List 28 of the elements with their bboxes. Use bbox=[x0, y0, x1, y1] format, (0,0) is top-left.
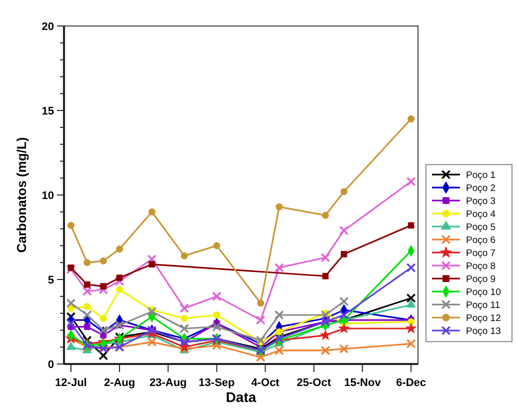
x-tick-label: 13-Sep bbox=[198, 377, 236, 389]
legend-label: Poço 7 bbox=[466, 248, 496, 260]
x-tick-label: 25-Oct bbox=[296, 377, 332, 389]
legend-label: Poço 12 bbox=[466, 313, 501, 324]
y-tick-label: 20 bbox=[42, 20, 54, 33]
legend-label: Poço 2 bbox=[466, 183, 496, 194]
x-tick-label: 23-Aug bbox=[149, 377, 187, 389]
y-tick-label: 15 bbox=[42, 105, 54, 118]
y-tick-label: 0 bbox=[48, 358, 54, 371]
legend-label: Poço 3 bbox=[466, 196, 496, 208]
x-tick-label: 2-Aug bbox=[104, 377, 136, 389]
x-tick-label: 12-Jul bbox=[55, 377, 87, 389]
legend-label: Poço 8 bbox=[466, 261, 496, 272]
x-tick-label: 6-Dec bbox=[396, 377, 426, 389]
legend-label: Poço 9 bbox=[466, 274, 496, 286]
x-axis-title: Data bbox=[226, 389, 256, 405]
legend-label: Poço 4 bbox=[466, 209, 496, 220]
y-tick-label: 5 bbox=[48, 274, 54, 286]
x-tick-label: 15-Nov bbox=[344, 377, 382, 389]
legend-label: Poço 6 bbox=[466, 235, 496, 246]
legend-label: Poço 10 bbox=[466, 287, 501, 298]
x-tick-label: 4-Oct bbox=[251, 377, 280, 389]
legend-label: Poço 5 bbox=[466, 222, 496, 234]
legend-label: Poço 11 bbox=[466, 300, 500, 312]
y-tick-label: 10 bbox=[42, 190, 54, 202]
legend-label: Poço 13 bbox=[466, 326, 501, 338]
legend-label: Poço 1 bbox=[466, 170, 496, 182]
y-axis-title: Carbonatos (mg/L) bbox=[14, 137, 29, 253]
